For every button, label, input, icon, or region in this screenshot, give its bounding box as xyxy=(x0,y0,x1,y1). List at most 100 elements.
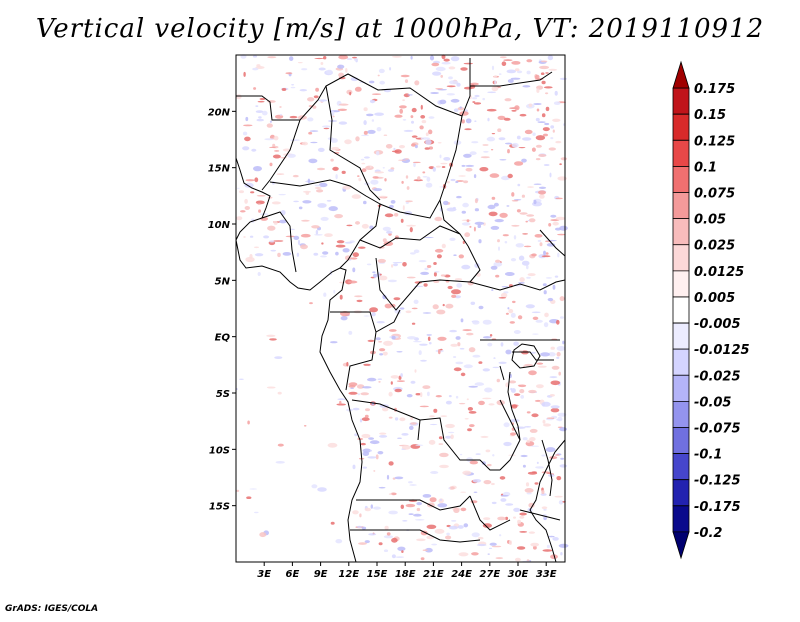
field-speck xyxy=(254,253,264,257)
field-speck xyxy=(473,226,476,232)
field-speck xyxy=(536,88,540,93)
field-speck xyxy=(513,341,519,346)
field-speck xyxy=(560,552,563,556)
y-tick-label: 15N xyxy=(208,164,231,175)
field-speck xyxy=(471,141,479,144)
field-speck xyxy=(270,249,277,252)
field-speck xyxy=(453,507,460,513)
field-speck xyxy=(539,65,550,70)
field-speck xyxy=(549,376,558,379)
field-speck xyxy=(360,442,366,446)
field-speck xyxy=(445,423,455,429)
field-speck xyxy=(503,117,511,121)
border-23 xyxy=(519,509,561,521)
field-speck xyxy=(242,131,248,136)
x-tick-label: 33E xyxy=(536,569,557,580)
field-speck xyxy=(519,515,525,519)
colorbar-box xyxy=(672,139,690,167)
field-speck xyxy=(425,182,433,188)
field-speck xyxy=(413,162,416,168)
field-speck xyxy=(511,200,519,202)
field-speck xyxy=(377,378,383,381)
field-speck xyxy=(538,186,547,189)
field-speck xyxy=(549,172,552,178)
field-speck xyxy=(517,183,521,187)
field-speck xyxy=(371,119,375,122)
field-speck xyxy=(399,105,407,109)
field-speck xyxy=(440,498,442,501)
field-speck xyxy=(464,232,471,238)
field-speck xyxy=(532,316,539,320)
field-speck xyxy=(460,507,467,512)
field-speck xyxy=(518,282,525,284)
field-speck xyxy=(440,274,446,277)
field-speck xyxy=(535,135,546,141)
field-speck xyxy=(457,525,464,529)
field-speck xyxy=(267,225,276,231)
field-speck xyxy=(384,178,387,182)
field-speck xyxy=(399,307,405,310)
field-speck xyxy=(498,73,502,75)
field-speck xyxy=(282,252,292,256)
field-speck xyxy=(430,92,439,94)
field-speck xyxy=(552,284,556,290)
field-speck xyxy=(435,66,446,72)
field-speck xyxy=(364,507,371,512)
field-speck xyxy=(556,476,562,481)
field-speck xyxy=(465,118,472,124)
field-speck xyxy=(556,319,560,325)
field-speck xyxy=(273,135,279,141)
field-speck xyxy=(499,212,508,218)
field-speck xyxy=(352,407,360,411)
field-speck xyxy=(482,368,490,372)
field-speck xyxy=(308,105,313,107)
colorbar-label: -0.175 xyxy=(694,500,741,515)
colorbar-label: 0.075 xyxy=(694,187,735,202)
field-speck xyxy=(401,550,404,553)
field-speck xyxy=(474,120,477,122)
border-7 xyxy=(379,199,441,219)
field-speck xyxy=(440,162,448,165)
field-speck xyxy=(363,200,367,205)
field-speck xyxy=(550,125,555,129)
field-speck xyxy=(429,423,438,426)
field-speck xyxy=(531,413,539,418)
field-speck xyxy=(357,175,360,178)
field-speck xyxy=(427,336,431,341)
field-speck xyxy=(290,86,296,89)
field-speck xyxy=(382,407,389,412)
field-speck xyxy=(394,417,399,421)
field-speck xyxy=(383,535,394,539)
field-speck xyxy=(429,342,432,345)
field-speck xyxy=(551,365,560,370)
field-speck xyxy=(363,156,370,159)
field-speck xyxy=(480,156,490,159)
field-speck xyxy=(363,120,367,126)
field-speck xyxy=(558,500,564,505)
field-speck xyxy=(536,461,539,464)
field-speck xyxy=(396,351,403,353)
field-speck xyxy=(550,137,554,140)
field-speck xyxy=(546,544,551,549)
field-speck xyxy=(468,411,477,414)
field-speck xyxy=(298,206,303,210)
y-tick-label: 5S xyxy=(216,389,230,400)
field-speck xyxy=(554,90,558,96)
field-speck xyxy=(318,99,328,102)
field-speck xyxy=(435,395,442,398)
field-speck xyxy=(353,58,358,61)
field-speck xyxy=(321,242,324,245)
field-speck xyxy=(323,56,327,60)
field-speck xyxy=(275,114,284,119)
field-speck xyxy=(461,210,466,214)
field-speck xyxy=(543,322,549,328)
field-speck xyxy=(346,361,349,367)
field-speck xyxy=(409,425,414,430)
field-speck xyxy=(503,59,513,61)
field-speck xyxy=(535,158,541,161)
field-speck xyxy=(495,274,500,278)
field-speck xyxy=(243,124,253,127)
field-speck xyxy=(462,240,465,244)
field-speck xyxy=(495,557,504,560)
field-speck xyxy=(408,513,414,515)
